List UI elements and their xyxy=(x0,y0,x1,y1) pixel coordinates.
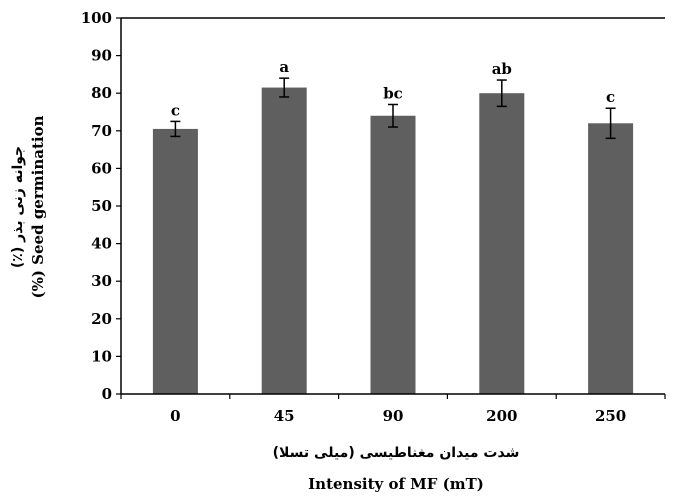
y-tick-label: 20 xyxy=(91,310,112,328)
significance-letter: c xyxy=(171,101,180,119)
y-axis-title-persian: جوانه زنی بذر (٪) xyxy=(10,146,26,268)
bar xyxy=(152,128,198,395)
y-axis-title: (%) Seed germination xyxy=(29,115,47,298)
x-tick-label: 200 xyxy=(486,407,517,425)
significance-letter: a xyxy=(279,58,289,76)
bar xyxy=(588,123,634,394)
y-tick-label: 80 xyxy=(91,84,112,102)
y-tick-label: 40 xyxy=(91,235,112,253)
y-tick-label: 70 xyxy=(91,122,112,140)
x-tick-label: 250 xyxy=(595,407,626,425)
error-bars-layer xyxy=(170,77,616,140)
y-tick-label: 0 xyxy=(102,385,112,403)
x-tick-label: 0 xyxy=(170,407,180,425)
axes-layer xyxy=(116,17,666,399)
significance-letter: ab xyxy=(492,60,512,78)
x-axis-title: Intensity of MF (mT) xyxy=(308,475,484,493)
bars-layer xyxy=(152,87,634,395)
x-tick-label: 90 xyxy=(383,407,404,425)
bar xyxy=(479,93,525,394)
significance-letter: c xyxy=(606,88,615,106)
y-tick-label: 50 xyxy=(91,197,112,215)
y-tick-label: 100 xyxy=(81,9,112,27)
x-axis-title-persian: شدت میدان مغناطیسی (میلی تسلا) xyxy=(273,445,520,461)
y-tick-label: 60 xyxy=(91,159,112,177)
y-tick-labels: 0 10 20 30 40 50 60 70 80 90 100 xyxy=(81,9,112,403)
y-tick-label: 30 xyxy=(91,272,112,290)
bar xyxy=(261,87,307,394)
x-tick-label: 45 xyxy=(274,407,295,425)
significance-letter: bc xyxy=(383,84,403,102)
y-tick-label: 10 xyxy=(91,347,112,365)
y-tick-label: 90 xyxy=(91,47,112,65)
bar xyxy=(370,115,416,394)
x-tick-labels: 0 45 90 200 250 xyxy=(170,407,626,425)
